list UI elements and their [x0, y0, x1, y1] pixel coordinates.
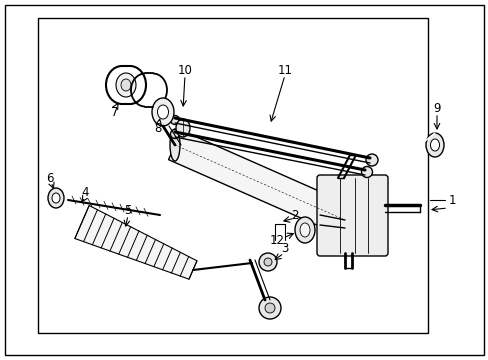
Text: 6: 6 — [46, 171, 54, 185]
Text: 12: 12 — [269, 234, 284, 247]
Text: 1: 1 — [447, 194, 455, 207]
Ellipse shape — [52, 193, 60, 203]
Ellipse shape — [157, 105, 168, 119]
Text: 3: 3 — [281, 242, 288, 255]
Ellipse shape — [429, 139, 439, 151]
Ellipse shape — [152, 98, 174, 126]
Ellipse shape — [425, 133, 443, 157]
Ellipse shape — [365, 154, 377, 166]
Text: 11: 11 — [277, 63, 292, 77]
Text: 8: 8 — [154, 122, 162, 135]
Text: 10: 10 — [177, 63, 192, 77]
Ellipse shape — [299, 223, 309, 237]
Ellipse shape — [170, 116, 179, 125]
Circle shape — [259, 297, 281, 319]
Ellipse shape — [176, 119, 190, 137]
FancyBboxPatch shape — [316, 175, 387, 256]
Ellipse shape — [48, 188, 64, 208]
Ellipse shape — [121, 79, 131, 91]
Text: 7: 7 — [111, 105, 119, 118]
Bar — [38, 18, 427, 333]
Polygon shape — [168, 130, 351, 235]
Circle shape — [264, 303, 274, 313]
Text: 4: 4 — [81, 185, 88, 198]
Ellipse shape — [361, 166, 372, 177]
Ellipse shape — [170, 130, 179, 139]
Circle shape — [259, 253, 276, 271]
Ellipse shape — [294, 217, 314, 243]
Text: 9: 9 — [432, 102, 440, 114]
Polygon shape — [75, 206, 197, 279]
Ellipse shape — [116, 73, 136, 97]
Text: 5: 5 — [124, 203, 131, 216]
Ellipse shape — [170, 129, 180, 161]
Circle shape — [264, 258, 271, 266]
Text: 2: 2 — [291, 208, 298, 221]
